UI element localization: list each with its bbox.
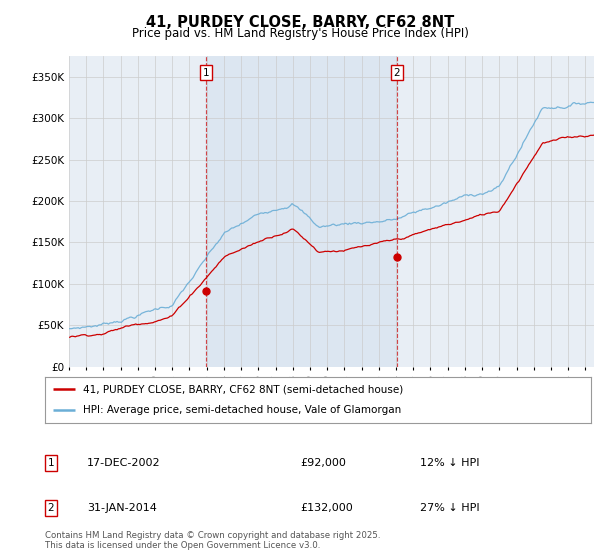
Text: 27% ↓ HPI: 27% ↓ HPI	[420, 503, 479, 513]
Text: 41, PURDEY CLOSE, BARRY, CF62 8NT (semi-detached house): 41, PURDEY CLOSE, BARRY, CF62 8NT (semi-…	[83, 384, 403, 394]
Text: Price paid vs. HM Land Registry's House Price Index (HPI): Price paid vs. HM Land Registry's House …	[131, 27, 469, 40]
Text: 12% ↓ HPI: 12% ↓ HPI	[420, 458, 479, 468]
Text: HPI: Average price, semi-detached house, Vale of Glamorgan: HPI: Average price, semi-detached house,…	[83, 405, 401, 416]
Bar	[206, 56, 397, 367]
Text: £92,000: £92,000	[300, 458, 346, 468]
Text: 31-JAN-2014: 31-JAN-2014	[87, 503, 157, 513]
Text: 41, PURDEY CLOSE, BARRY, CF62 8NT: 41, PURDEY CLOSE, BARRY, CF62 8NT	[146, 15, 454, 30]
Text: 1: 1	[47, 458, 55, 468]
Text: £132,000: £132,000	[300, 503, 353, 513]
Text: 2: 2	[47, 503, 55, 513]
Text: 1: 1	[203, 68, 209, 78]
Text: 2: 2	[394, 68, 400, 78]
Bar	[206, 56, 397, 367]
Text: Contains HM Land Registry data © Crown copyright and database right 2025.
This d: Contains HM Land Registry data © Crown c…	[45, 530, 380, 550]
Text: 17-DEC-2002: 17-DEC-2002	[87, 458, 161, 468]
